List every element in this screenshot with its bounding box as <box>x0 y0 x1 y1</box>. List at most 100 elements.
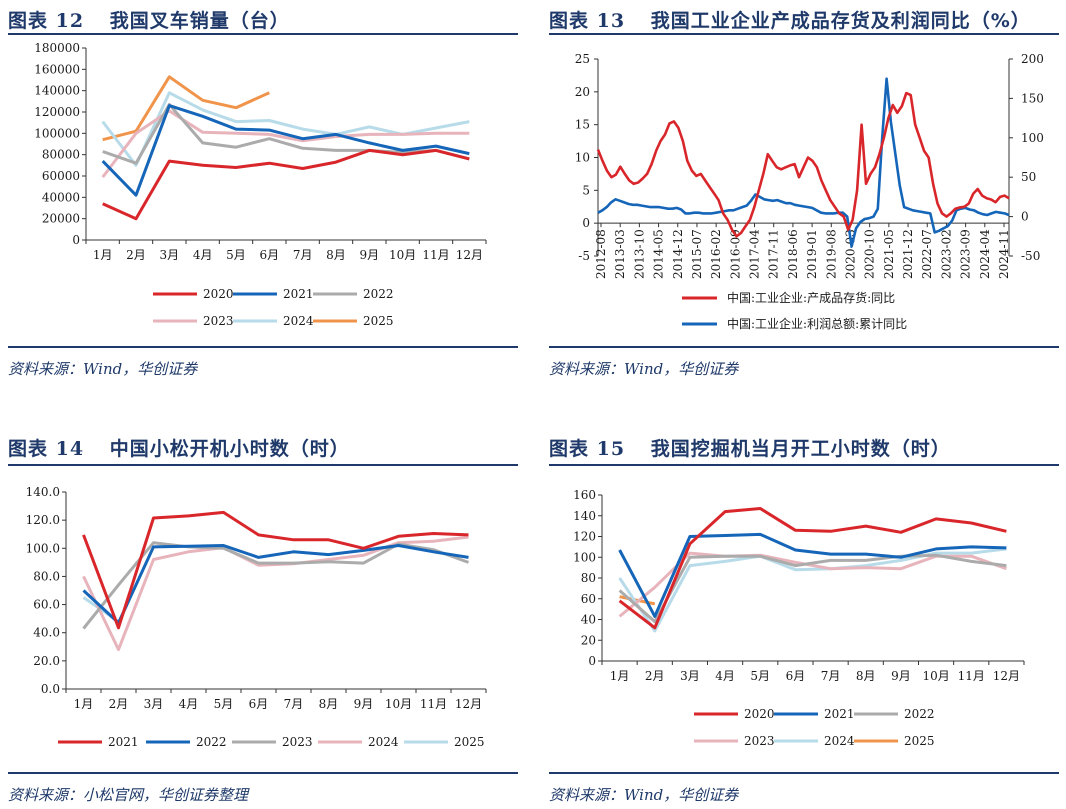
x-tick-label: 2023-09 <box>959 229 973 279</box>
panel-title: 图表 13 我国工业企业产成品存货及利润同比（%） <box>549 6 1031 33</box>
y-tick-label: 80 <box>581 571 596 585</box>
title-text: 我国工业企业产成品存货及利润同比（%） <box>650 10 1031 32</box>
y-tick-label: 180000 <box>34 41 80 55</box>
legend-label-2023: 2023 <box>282 735 313 749</box>
x-tick-label: 2018-06 <box>786 229 800 279</box>
panel-13: 图表 13 我国工业企业产成品存货及利润同比（%） -5 0 5 10 15 20 25 -5… <box>549 0 1059 390</box>
y-left-tick-label: 20 <box>575 85 590 99</box>
source-note: 资料来源：Wind，华创证券 <box>549 360 739 378</box>
x-tick-label: 1月 <box>93 248 113 262</box>
y-tick-label: 80000 <box>42 148 80 162</box>
x-tick-label: 10月 <box>922 669 949 683</box>
title-number: 15 <box>596 438 626 460</box>
y-left-tick-label: 25 <box>575 52 590 66</box>
series-line-2022 <box>102 103 470 165</box>
legend-label-1: 中国:工业企业:利润总额:累计同比 <box>727 316 907 331</box>
x-tick-label: 2014-12 <box>671 229 685 279</box>
series-line-profit <box>597 77 1010 248</box>
y-tick-label: 160000 <box>34 62 80 76</box>
x-tick-label: 4月 <box>193 248 213 262</box>
y-left-tick-label: -5 <box>578 249 590 263</box>
series-line-2021 <box>618 532 1007 618</box>
y-right-tick-label: 50 <box>1021 170 1036 184</box>
y-tick-label: 20.0 <box>33 654 60 668</box>
panel-14: 图表 14 中国小松开机小时数（时） 0.0 20.0 40.0 60.0 80.0 10… <box>8 428 518 809</box>
x-tick-label: 9月 <box>360 248 380 262</box>
title-rule <box>549 464 1059 466</box>
x-tick-label: 2015-07 <box>690 229 704 279</box>
x-tick-label: 10月 <box>389 248 416 262</box>
x-tick-label: 2019-08 <box>824 229 838 279</box>
y-tick-label: 100000 <box>34 126 80 140</box>
y-right-tick-label: 150 <box>1021 91 1044 105</box>
y-tick-label: 120.0 <box>26 513 60 527</box>
legend-label-2025: 2025 <box>363 314 394 328</box>
x-tick-label: 9月 <box>891 669 911 683</box>
x-tick-label: 12月 <box>456 248 483 262</box>
y-tick-label: 100 <box>573 550 596 564</box>
panel-title: 图表 14 中国小松开机小时数（时） <box>8 434 350 461</box>
x-tick-label: 2月 <box>109 697 129 711</box>
legend-label-2021: 2021 <box>108 735 139 749</box>
x-tick-label: 2024-04 <box>978 229 992 279</box>
legend-label-2022: 2022 <box>363 287 394 301</box>
y-tick-label: 60.0 <box>33 598 60 612</box>
legend-label-2023: 2023 <box>203 314 234 328</box>
x-tick-label: 5月 <box>226 248 246 262</box>
y-right-tick-label: 100 <box>1021 131 1044 145</box>
x-tick-label: 7月 <box>821 669 841 683</box>
x-tick-label: 2017-11 <box>767 229 781 279</box>
x-tick-label: 2022-07 <box>920 229 934 279</box>
x-tick-label: 2021-05 <box>882 229 896 279</box>
x-tick-label: 5月 <box>214 697 234 711</box>
title-prefix: 图表 <box>8 438 49 460</box>
title-number: 13 <box>596 10 626 32</box>
chart-forklift-sales: 0 20000 40000 60000 80000 100000 120000 140000 1… <box>34 41 487 328</box>
series-line-2025 <box>102 75 270 142</box>
x-tick-label: 2023-02 <box>939 229 953 279</box>
title-rule <box>8 33 518 35</box>
y-tick-label: 40 <box>581 613 596 627</box>
title-number: 12 <box>55 10 85 32</box>
x-tick-label: 2020-10 <box>863 229 877 279</box>
y-left-tick-label: 10 <box>575 151 590 165</box>
x-tick-label: 2月 <box>645 669 665 683</box>
source-rule <box>8 772 518 774</box>
y-tick-label: 60000 <box>42 169 80 183</box>
x-tick-label: 2017-04 <box>748 229 762 279</box>
y-tick-label: 120000 <box>34 105 80 119</box>
source-rule <box>549 772 1059 774</box>
y-tick-label: 100.0 <box>26 541 60 555</box>
x-tick-label: 2021-12 <box>901 229 915 279</box>
title-prefix: 图表 <box>549 10 590 32</box>
y-right-tick-label: 200 <box>1021 52 1044 66</box>
series-line-2020 <box>102 148 470 221</box>
legend-label-2022: 2022 <box>904 707 935 721</box>
chart-komatsu-hours: 0.0 20.0 40.0 60.0 80.0 100.0 120.0 140.0 1月 2月 3月… <box>26 485 487 749</box>
panel-title: 图表 15 我国挖掘机当月开工小时数（时） <box>549 434 951 461</box>
x-tick-label: 4月 <box>179 697 199 711</box>
y-left-tick-label: 15 <box>575 118 590 132</box>
x-tick-label: 12月 <box>993 669 1020 683</box>
title-rule <box>549 33 1059 35</box>
x-tick-label: 8月 <box>326 248 346 262</box>
y-tick-label: 140 <box>573 509 596 523</box>
x-tick-label: 12月 <box>455 697 482 711</box>
series-line-2022 <box>618 553 1007 624</box>
source-note: 资料来源：Wind，华创证券 <box>549 786 739 804</box>
y-tick-label: 120 <box>573 530 596 544</box>
x-tick-label: 6月 <box>249 697 269 711</box>
source-rule <box>8 346 518 348</box>
series-line-inventory <box>596 91 1010 238</box>
x-tick-label: 1月 <box>74 697 94 711</box>
legend-label-0: 中国:工业企业:产成品存货:同比 <box>727 290 895 305</box>
legend-label-2023: 2023 <box>744 734 775 748</box>
panel-title: 图表 12 我国叉车销量（台） <box>8 6 290 33</box>
x-tick-label: 2013-10 <box>632 229 646 279</box>
y-left-tick-label: 0 <box>582 216 590 230</box>
x-tick-label: 7月 <box>284 697 304 711</box>
x-tick-label: 2013-03 <box>613 229 627 279</box>
title-text: 我国挖掘机当月开工小时数（时） <box>650 438 951 460</box>
title-number: 14 <box>55 438 85 460</box>
